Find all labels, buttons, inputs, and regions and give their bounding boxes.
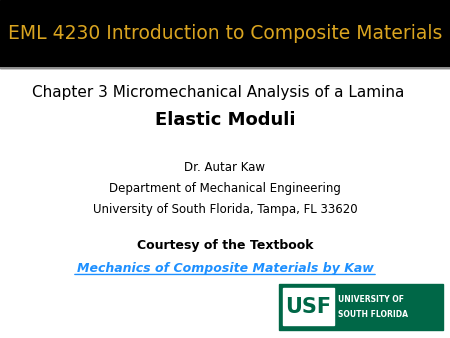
Text: Dr. Autar Kaw: Dr. Autar Kaw: [184, 161, 266, 174]
Bar: [279, 284, 443, 330]
Text: USF: USF: [285, 297, 332, 317]
Text: University of South Florida, Tampa, FL 33620: University of South Florida, Tampa, FL 3…: [93, 203, 357, 216]
Text: Department of Mechanical Engineering: Department of Mechanical Engineering: [109, 182, 341, 195]
Text: Elastic Moduli: Elastic Moduli: [155, 111, 295, 129]
Text: UNIVERSITY OF: UNIVERSITY OF: [338, 295, 405, 305]
Text: Courtesy of the Textbook: Courtesy of the Textbook: [137, 239, 313, 251]
Text: Chapter 3 Micromechanical Analysis of a Lamina: Chapter 3 Micromechanical Analysis of a …: [32, 86, 404, 100]
Text: Mechanics of Composite Materials by Kaw: Mechanics of Composite Materials by Kaw: [76, 262, 373, 275]
Text: SOUTH FLORIDA: SOUTH FLORIDA: [338, 310, 409, 319]
Text: EML 4230 Introduction to Composite Materials: EML 4230 Introduction to Composite Mater…: [8, 24, 442, 43]
Bar: [283, 288, 334, 325]
Bar: [0, 0, 450, 68]
